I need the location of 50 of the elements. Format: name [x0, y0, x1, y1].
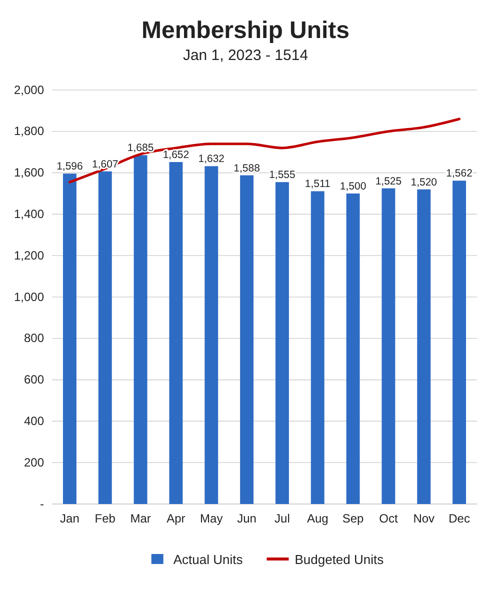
data-label: 1,525 — [375, 175, 402, 188]
y-tick-label: 1,800 — [14, 124, 44, 138]
x-tick-label: Nov — [413, 512, 435, 526]
x-tick-label: Apr — [166, 512, 186, 526]
y-tick-label: 800 — [24, 331, 44, 346]
bar — [275, 182, 289, 504]
y-tick-label: - — [40, 496, 44, 511]
bar — [204, 166, 218, 504]
data-label: 1,652 — [162, 149, 190, 162]
bar — [417, 189, 431, 504]
x-tick-label: Jun — [237, 512, 256, 526]
data-label: 1,500 — [340, 180, 366, 192]
y-tick-label: 400 — [24, 414, 44, 428]
chart-subtitle: Jan 1, 2023 - 1514 — [182, 47, 308, 64]
bar — [452, 180, 466, 504]
y-tick-label: 2,000 — [14, 82, 44, 97]
bar — [62, 174, 76, 504]
data-label: 1,511 — [304, 178, 331, 190]
y-tick-label: 1,200 — [14, 248, 44, 262]
data-label: 1,588 — [234, 162, 260, 174]
legend-label: Actual Units — [173, 552, 244, 567]
data-label: 1,520 — [410, 176, 438, 188]
x-tick-label: Oct — [379, 512, 398, 526]
x-tick-label: Jan — [60, 512, 80, 526]
bar — [346, 194, 360, 504]
bar — [134, 155, 148, 504]
data-label: 1,596 — [56, 160, 84, 173]
y-tick-label: 1,600 — [14, 166, 44, 180]
x-tick-label: May — [200, 512, 223, 526]
y-tick-label: 1,400 — [14, 207, 44, 222]
y-tick-label: 600 — [24, 372, 44, 387]
y-tick-label: 1,000 — [14, 290, 44, 304]
x-tick-label: Mar — [130, 512, 151, 526]
data-label: 1,555 — [269, 169, 296, 182]
x-tick-label: Sep — [342, 512, 364, 526]
x-tick-label: Jul — [274, 512, 290, 526]
x-tick-label: Feb — [94, 512, 116, 526]
data-label: 1,632 — [198, 153, 225, 166]
data-label: 1,562 — [446, 168, 473, 180]
bar — [98, 171, 112, 504]
y-tick-label: 200 — [24, 455, 44, 470]
bar — [240, 175, 254, 504]
bar — [382, 188, 396, 504]
legend-label: Budgeted Units — [294, 552, 384, 567]
chart-title: Membership Units — [141, 17, 350, 44]
data-label: 1,685 — [127, 142, 154, 154]
x-tick-label: Dec — [448, 512, 470, 526]
bar — [169, 162, 183, 504]
x-tick-label: Aug — [306, 512, 328, 526]
bar — [310, 191, 324, 504]
